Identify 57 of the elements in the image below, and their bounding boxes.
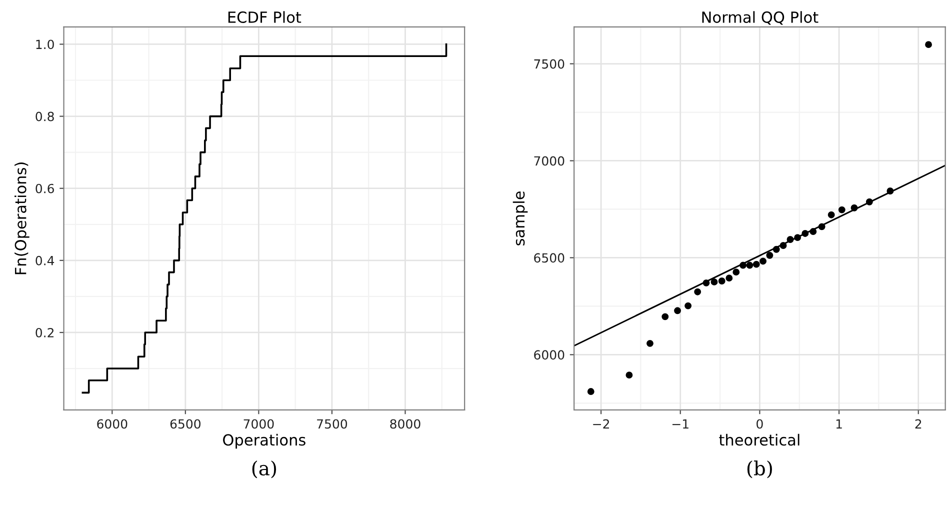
point (850, 204, 858, 212)
x-axis-title: Operations (223, 434, 306, 449)
point (752, 260, 760, 268)
text: (a) (252, 460, 276, 478)
point (818, 223, 826, 230)
y-tick-label: 0.8 (36, 112, 54, 122)
point (740, 262, 747, 269)
x-tick-label: 8000 (390, 419, 420, 429)
point (886, 188, 894, 194)
point (587, 388, 594, 396)
x-tick-label: 2 (915, 419, 922, 428)
point (794, 234, 802, 242)
y-tick-label: 0.4 (36, 256, 54, 266)
point (802, 230, 809, 237)
point (694, 288, 702, 296)
x-tick-label: 7000 (244, 419, 274, 429)
y-tick-label: 0.2 (36, 328, 54, 338)
x-tick-label: −2 (593, 419, 609, 428)
x-axis-title: theoretical (719, 434, 800, 446)
y-axis-title: sample (512, 191, 528, 246)
point (746, 262, 754, 269)
point (780, 242, 787, 249)
point (702, 279, 710, 286)
chart-title: Normal QQ Plot (702, 11, 818, 25)
point (626, 372, 633, 379)
point (646, 340, 654, 347)
chart-title: ECDF Plot (228, 11, 302, 23)
y-axis-title: Fn(Operations) (14, 162, 30, 274)
point (866, 198, 873, 206)
point (674, 307, 681, 314)
x-tick-label: 0 (756, 419, 763, 429)
x-tick-label: 6000 (97, 419, 128, 429)
point (828, 211, 835, 218)
point (838, 206, 846, 214)
x-tick-label: −1 (672, 419, 688, 428)
y-tick-label: 6500 (534, 253, 564, 263)
point (662, 313, 669, 320)
y-tick-label: 7000 (534, 156, 564, 166)
x-tick-label: 7500 (317, 419, 348, 429)
point (718, 278, 726, 284)
text: (b) (747, 460, 772, 478)
x-tick-label: 6500 (170, 419, 200, 429)
point (732, 268, 740, 276)
point (772, 246, 780, 253)
point (710, 278, 718, 286)
point (786, 236, 794, 243)
y-tick-label: 6000 (534, 350, 564, 360)
y-tick-label: 0.6 (36, 184, 54, 194)
point (684, 302, 692, 310)
x-tick-label: 1 (836, 419, 842, 428)
point (726, 274, 733, 282)
y-tick-label: 7500 (534, 59, 564, 69)
point (766, 252, 774, 259)
point (925, 41, 932, 48)
point (810, 228, 817, 236)
y-tick-label: 1.0 (36, 40, 54, 50)
point (760, 258, 766, 265)
